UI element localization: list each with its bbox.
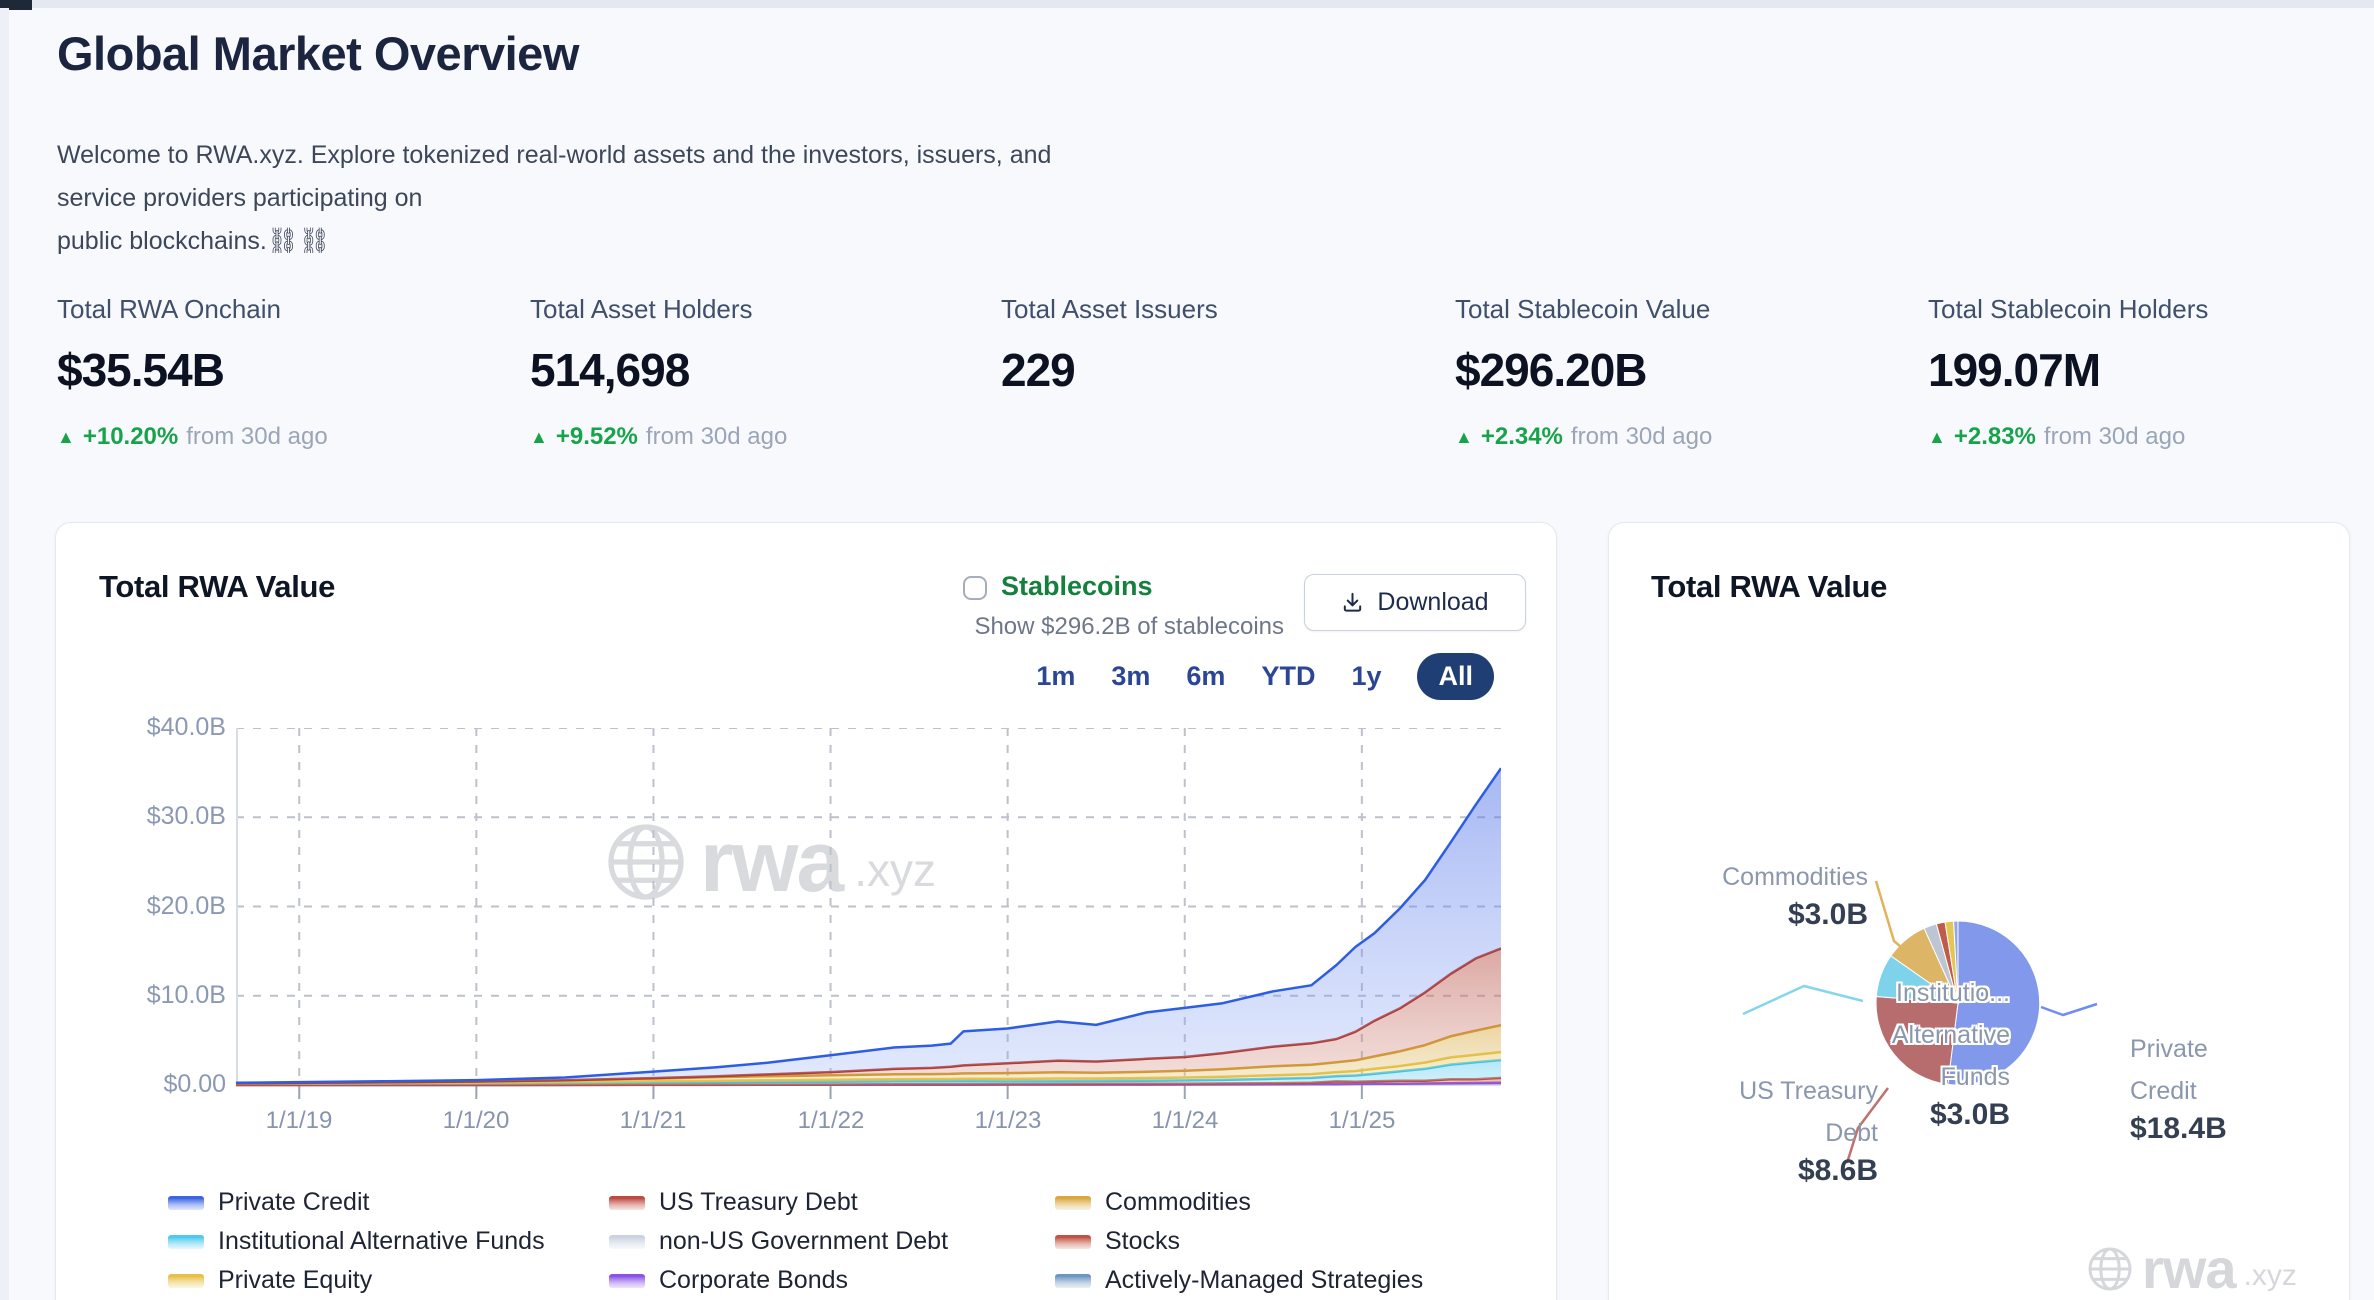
y-axis-tick-label: $20.0B [146, 892, 226, 920]
y-axis-tick-label: $30.0B [146, 802, 226, 830]
up-triangle-icon: ▲ [1455, 426, 1473, 447]
stat-label: Total Stablecoin Holders [1928, 294, 2209, 324]
stat-total-asset-holders: Total Asset Holders 514,698 ▲ +9.52% from … [530, 294, 950, 451]
download-icon [1344, 592, 1362, 612]
legend-swatch [1055, 1195, 1091, 1210]
legend-swatch [1055, 1234, 1091, 1249]
page-description: Welcome to RWA.xyz. Explore tokenized re… [57, 134, 1117, 263]
range-tab-1y[interactable]: 1y [1351, 661, 1382, 691]
rwa-xyz-watermark-small: rwa .xyz [2086, 1241, 2297, 1297]
x-axis-tick-label: 1/1/22 [797, 1107, 865, 1134]
x-axis-tick-label: 1/1/25 [1328, 1107, 1396, 1134]
stat-delta-percent: +2.83% [1953, 423, 2036, 450]
stat-delta-percent: +9.52% [555, 423, 638, 450]
up-triangle-icon: ▲ [57, 426, 75, 447]
range-tab-1m[interactable]: 1m [1036, 661, 1076, 691]
legend-item-us-treasury-debt[interactable]: US Treasury Debt [609, 1188, 1055, 1217]
stat-value: 229 [1001, 344, 1076, 396]
total-rwa-value-chart-card: Total RWA Value Stablecoins Show $296.2B… [55, 522, 1557, 1300]
legend-item-actively-managed-strategies[interactable]: Actively-Managed Strategies [1055, 1266, 1423, 1295]
range-tab-ytd[interactable]: YTD [1261, 661, 1316, 691]
up-triangle-icon: ▲ [530, 426, 548, 447]
top-edge-strip [0, 0, 2374, 8]
stat-delta-note: from 30d ago [645, 423, 788, 450]
x-axis-tick-label: 1/1/19 [265, 1107, 333, 1134]
stat-value: $35.54B [57, 344, 225, 396]
legend-item-institutional-alternative-funds[interactable]: Institutional Alternative Funds [168, 1227, 609, 1256]
range-tab-3m[interactable]: 3m [1111, 661, 1151, 691]
pie-callout-institutional-alternative-funds: Institutio... Alternative Funds $3.0B [1891, 979, 2010, 1131]
stat-label: Total RWA Onchain [57, 294, 281, 324]
legend-swatch [609, 1273, 645, 1288]
globe-icon [608, 824, 684, 900]
stat-label: Total Stablecoin Value [1455, 294, 1711, 324]
legend-swatch [168, 1273, 204, 1288]
page-description-line2: public blockchains.⛓⛓ [57, 227, 331, 255]
stat-value: 514,698 [530, 344, 690, 396]
legend-swatch [168, 1195, 204, 1210]
legend-item-commodities[interactable]: Commodities [1055, 1188, 1423, 1217]
range-tab-all[interactable]: All [1417, 653, 1494, 700]
chart-card-title: Total RWA Value [99, 569, 336, 604]
globe-icon [2088, 1247, 2132, 1291]
pie-callout-commodities: Commodities $3.0B [1722, 863, 1868, 931]
download-button-label: Download [1377, 588, 1489, 616]
stat-value: $296.20B [1455, 344, 1648, 396]
legend-swatch [168, 1234, 204, 1249]
watermark-tld: .xyz [854, 844, 936, 896]
left-edge-gutter [0, 8, 9, 1300]
legend-item-non-us-government-debt[interactable]: non-US Government Debt [609, 1227, 1055, 1256]
download-button[interactable]: Download [1304, 574, 1526, 631]
stat-total-rwa-onchain: Total RWA Onchain $35.54B ▲ +10.20% from 3… [57, 294, 477, 451]
stat-total-stablecoin-value: Total Stablecoin Value $296.20B ▲ +2.34% f… [1455, 294, 1875, 451]
y-axis-tick-label: $10.0B [146, 981, 226, 1009]
stat-delta-note: from 30d ago [186, 423, 328, 450]
pie-card-title: Total RWA Value [1651, 569, 1888, 604]
pie-callout-private-credit: Private Credit $18.4B [2130, 1035, 2227, 1145]
page-description-line1: Welcome to RWA.xyz. Explore tokenized re… [57, 141, 1052, 212]
rwa-composition-pie-chart[interactable] [1609, 763, 2351, 1300]
stat-label: Total Asset Issuers [1001, 294, 1218, 324]
stat-value: 199.07M [1928, 344, 2101, 396]
stacked-area-chart[interactable] [236, 728, 1501, 1101]
legend-item-corporate-bonds[interactable]: Corporate Bonds [609, 1266, 1055, 1295]
watermark-tld: .xyz [2243, 1259, 2297, 1292]
watermark-name: rwa [700, 814, 844, 910]
legend-swatch [609, 1195, 645, 1210]
stat-total-asset-issuers: Total Asset Issuers 229 [1001, 294, 1421, 423]
stat-delta-percent: +2.34% [1480, 423, 1563, 450]
pie-callout-us-treasury-debt: US Treasury Debt $8.6B [1739, 1077, 1878, 1187]
stat-delta-note: from 30d ago [2043, 423, 2186, 450]
x-axis-tick-label: 1/1/21 [619, 1107, 687, 1134]
legend-item-private-equity[interactable]: Private Equity [168, 1266, 609, 1295]
chart-legend: Private Credit Institutional Alternative… [168, 1183, 1423, 1300]
legend-swatch [1055, 1273, 1091, 1288]
stat-delta-note: from 30d ago [1570, 423, 1713, 450]
x-axis-tick-label: 1/1/23 [974, 1107, 1042, 1134]
stat-delta-percent: +10.20% [82, 423, 179, 450]
legend-item-private-credit[interactable]: Private Credit [168, 1188, 609, 1217]
stat-total-stablecoin-holders: Total Stablecoin Holders 199.07M ▲ +2.83%… [1928, 294, 2348, 451]
time-range-tabs: 1m 3m 6m YTD 1y All [1036, 653, 1494, 700]
up-triangle-icon: ▲ [1928, 426, 1946, 447]
stablecoins-checkbox[interactable] [963, 576, 987, 600]
stat-label: Total Asset Holders [530, 294, 753, 324]
x-axis-tick-label: 1/1/20 [442, 1107, 510, 1134]
rwa-xyz-watermark: rwa .xyz [604, 819, 936, 905]
top-edge-dark-block [0, 0, 32, 10]
legend-item-stocks[interactable]: Stocks [1055, 1227, 1423, 1256]
y-axis-tick-label: $40.0B [146, 713, 226, 741]
stablecoins-checkbox-label[interactable]: Stablecoins [1001, 571, 1153, 601]
legend-swatch [609, 1234, 645, 1249]
range-tab-6m[interactable]: 6m [1186, 661, 1226, 691]
x-axis-tick-label: 1/1/24 [1151, 1107, 1219, 1134]
page-title: Global Market Overview [57, 27, 579, 80]
watermark-name: rwa [2142, 1237, 2236, 1300]
stablecoins-note: Show $296.2B of stablecoins [974, 613, 1284, 640]
y-axis-tick-label: $0.00 [163, 1070, 226, 1098]
total-rwa-value-pie-card: Total RWA Value rwa .xyz [1608, 522, 2350, 1300]
